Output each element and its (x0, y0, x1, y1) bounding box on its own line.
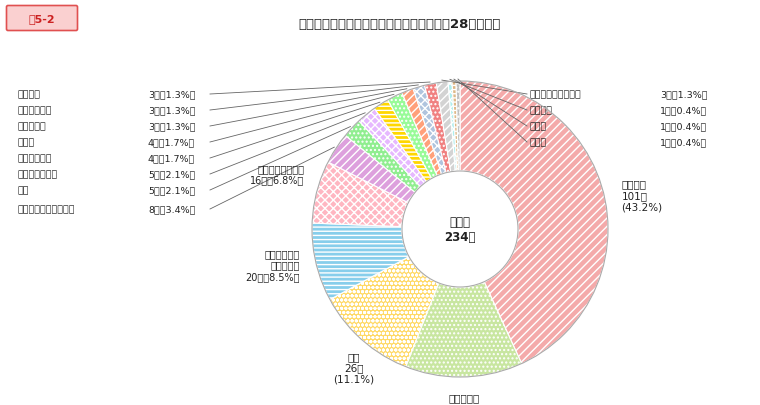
Text: 死傷者
234人: 死傷者 234人 (445, 215, 476, 243)
Text: レク・スポーツ: レク・スポーツ (18, 170, 59, 179)
Text: 図5-2: 図5-2 (29, 14, 55, 24)
Text: 転倒
26人
(11.1%): 転倒 26人 (11.1%) (333, 351, 374, 384)
Wedge shape (312, 224, 409, 300)
Wedge shape (452, 82, 458, 172)
Circle shape (402, 172, 518, 287)
Wedge shape (374, 100, 432, 182)
Text: 3人（1.3%）: 3人（1.3%） (660, 90, 708, 99)
Text: 踏み抜き: 踏み抜き (18, 90, 41, 99)
Text: 激突され: 激突され (530, 106, 553, 115)
Wedge shape (388, 94, 437, 179)
Text: 交通事故（その他）: 交通事故（その他） (530, 90, 581, 99)
Text: 3人（1.3%）: 3人（1.3%） (148, 90, 195, 99)
Wedge shape (456, 82, 460, 172)
Text: 飛来・落下: 飛来・落下 (18, 122, 47, 131)
Text: 1人（0.4%）: 1人（0.4%） (660, 106, 708, 115)
Wedge shape (448, 82, 457, 172)
Text: 5人（2.1%）: 5人（2.1%） (148, 186, 195, 195)
Text: おぼれ: おぼれ (530, 122, 547, 131)
Wedge shape (359, 109, 426, 187)
Text: 暴行等: 暴行等 (18, 138, 35, 147)
Text: はさまれ・巻き込まれ: はさまれ・巻き込まれ (18, 205, 75, 214)
Text: 特殊危険災害: 特殊危険災害 (18, 154, 52, 163)
Wedge shape (436, 82, 455, 172)
Wedge shape (328, 136, 415, 203)
Text: 交通事故（道路）
16人（6.8%）: 交通事故（道路） 16人（6.8%） (250, 164, 304, 185)
Wedge shape (460, 82, 608, 364)
Text: 4人（1.7%）: 4人（1.7%） (148, 154, 195, 163)
Text: 切れ・こすれ: 切れ・こすれ (18, 106, 52, 115)
Text: 事故の型別死傷者数〔休業１日以上（平成28年度）〕: 事故の型別死傷者数〔休業１日以上（平成28年度）〕 (299, 18, 501, 31)
Text: 動作の反動・
無理な動作
20人（8.5%）: 動作の反動・ 無理な動作 20人（8.5%） (245, 248, 300, 281)
Text: 3人（1.3%）: 3人（1.3%） (148, 122, 195, 131)
Text: 4人（1.7%）: 4人（1.7%） (148, 138, 195, 147)
Text: 激突: 激突 (18, 186, 30, 195)
FancyBboxPatch shape (7, 6, 78, 32)
Text: 3人（1.3%）: 3人（1.3%） (148, 106, 195, 115)
Wedge shape (425, 84, 451, 173)
Wedge shape (312, 162, 408, 227)
Text: 8人（3.4%）: 8人（3.4%） (148, 205, 195, 214)
Text: 武道訓練
101人
(43.2%): 武道訓練 101人 (43.2%) (622, 179, 663, 212)
Text: 5人（2.1%）: 5人（2.1%） (148, 170, 195, 179)
Wedge shape (330, 257, 439, 367)
Text: 1人（0.4%）: 1人（0.4%） (660, 138, 708, 147)
Wedge shape (345, 122, 420, 193)
Wedge shape (406, 282, 521, 377)
Wedge shape (413, 86, 446, 175)
Text: その他: その他 (530, 138, 547, 147)
Text: 1人（0.4%）: 1人（0.4%） (660, 122, 708, 131)
Wedge shape (402, 90, 442, 176)
Text: 墜落・転落
30人
(12.8%): 墜落・転落 30人 (12.8%) (444, 392, 485, 405)
